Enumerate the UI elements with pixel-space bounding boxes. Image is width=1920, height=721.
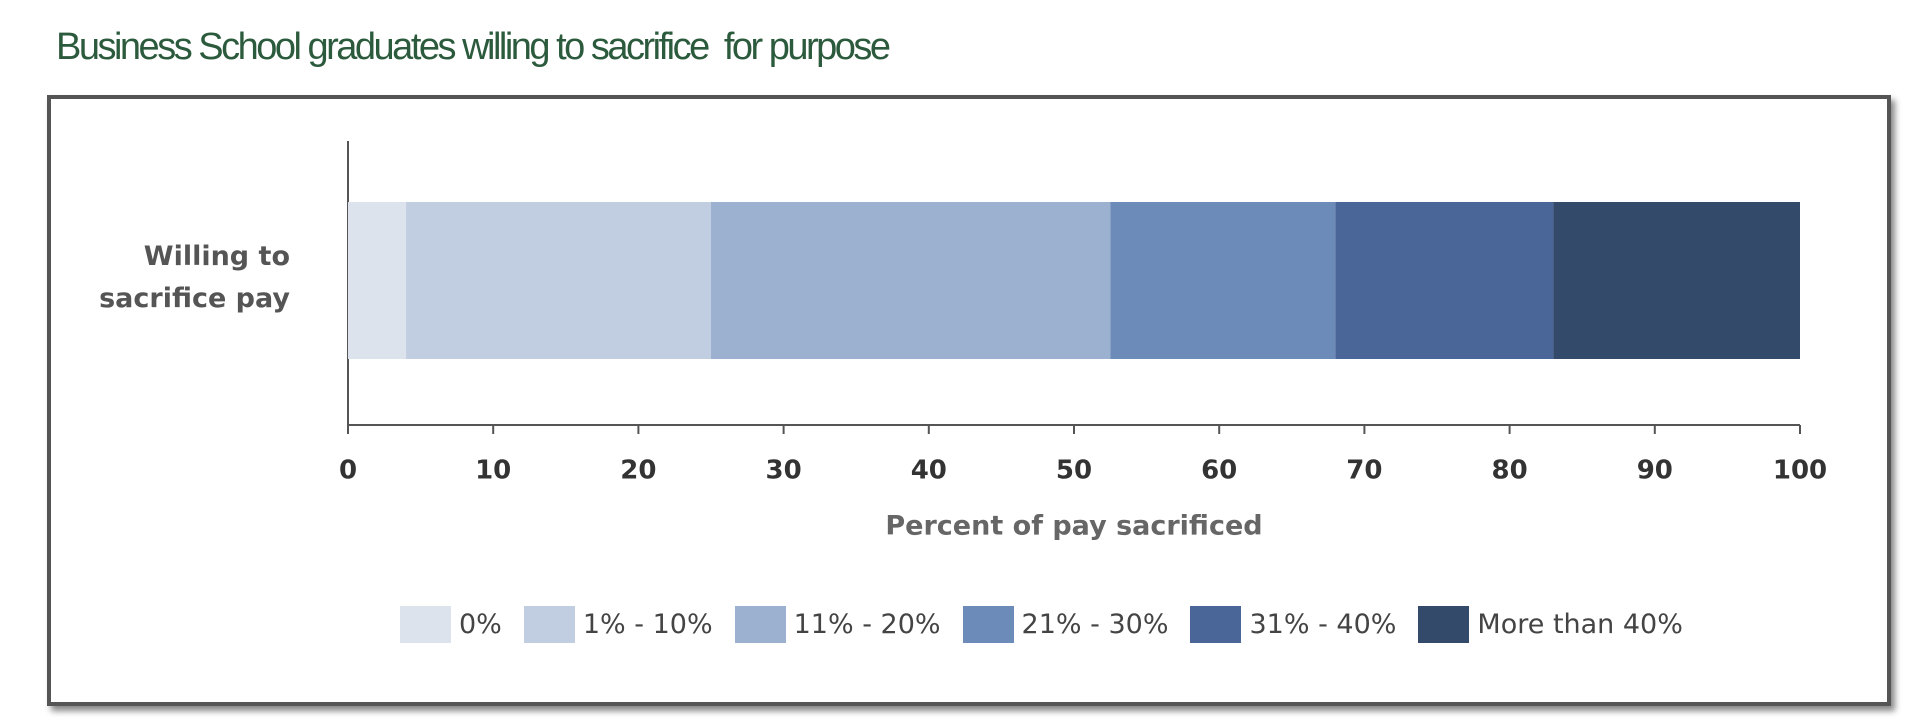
x-tick-label: 0 [339, 456, 357, 486]
legend-swatch [734, 606, 786, 643]
legend-label: 21% - 30% [1021, 609, 1169, 640]
x-tick-label: 60 [1201, 456, 1237, 486]
bar-segment [348, 202, 407, 359]
x-tick-label: 30 [766, 456, 802, 486]
x-tick-label: 10 [475, 456, 511, 486]
legend-item: 1% - 10% [523, 606, 713, 643]
x-axis-label: Percent of pay sacrificed [885, 511, 1262, 542]
bar-segment [1335, 202, 1554, 359]
legend-label: 1% - 10% [582, 609, 713, 640]
x-tick-label: 50 [1056, 456, 1092, 486]
legend-label: 31% - 40% [1249, 609, 1397, 640]
legend-label: More than 40% [1477, 609, 1683, 640]
legend-swatch [962, 606, 1014, 643]
bar-segment [406, 202, 711, 359]
x-tick-label: 90 [1637, 456, 1673, 486]
legend-item: More than 40% [1418, 606, 1683, 643]
legend-swatch [400, 606, 451, 643]
bar-segment [1553, 202, 1800, 359]
x-tick-label: 100 [1773, 456, 1827, 486]
legend-item: 21% - 30% [962, 606, 1169, 643]
x-tick-label: 40 [911, 456, 947, 486]
bar-segment [711, 202, 1111, 359]
x-tick-label: 20 [620, 456, 656, 486]
legend-label: 11% - 20% [793, 609, 941, 640]
legend-swatch [523, 606, 575, 643]
legend-item: 0% [400, 606, 502, 643]
legend-swatch [1418, 606, 1470, 643]
bar-segment [1110, 202, 1336, 359]
chart-frame [47, 95, 1891, 706]
legend: 0% 1% - 10% 11% - 20% 21% - 30% 31% - 40% Mor… [400, 606, 1683, 643]
legend-item: 11% - 20% [734, 606, 941, 643]
legend-item: 31% - 40% [1190, 606, 1396, 643]
chart-title: Business School graduates willing to sac… [56, 26, 891, 68]
legend-swatch [1190, 606, 1242, 643]
legend-label: 0% [459, 609, 502, 640]
x-tick-label: 70 [1346, 456, 1382, 486]
category-label: Willing to sacrifice pay [99, 241, 290, 314]
x-tick-label: 80 [1492, 456, 1528, 486]
